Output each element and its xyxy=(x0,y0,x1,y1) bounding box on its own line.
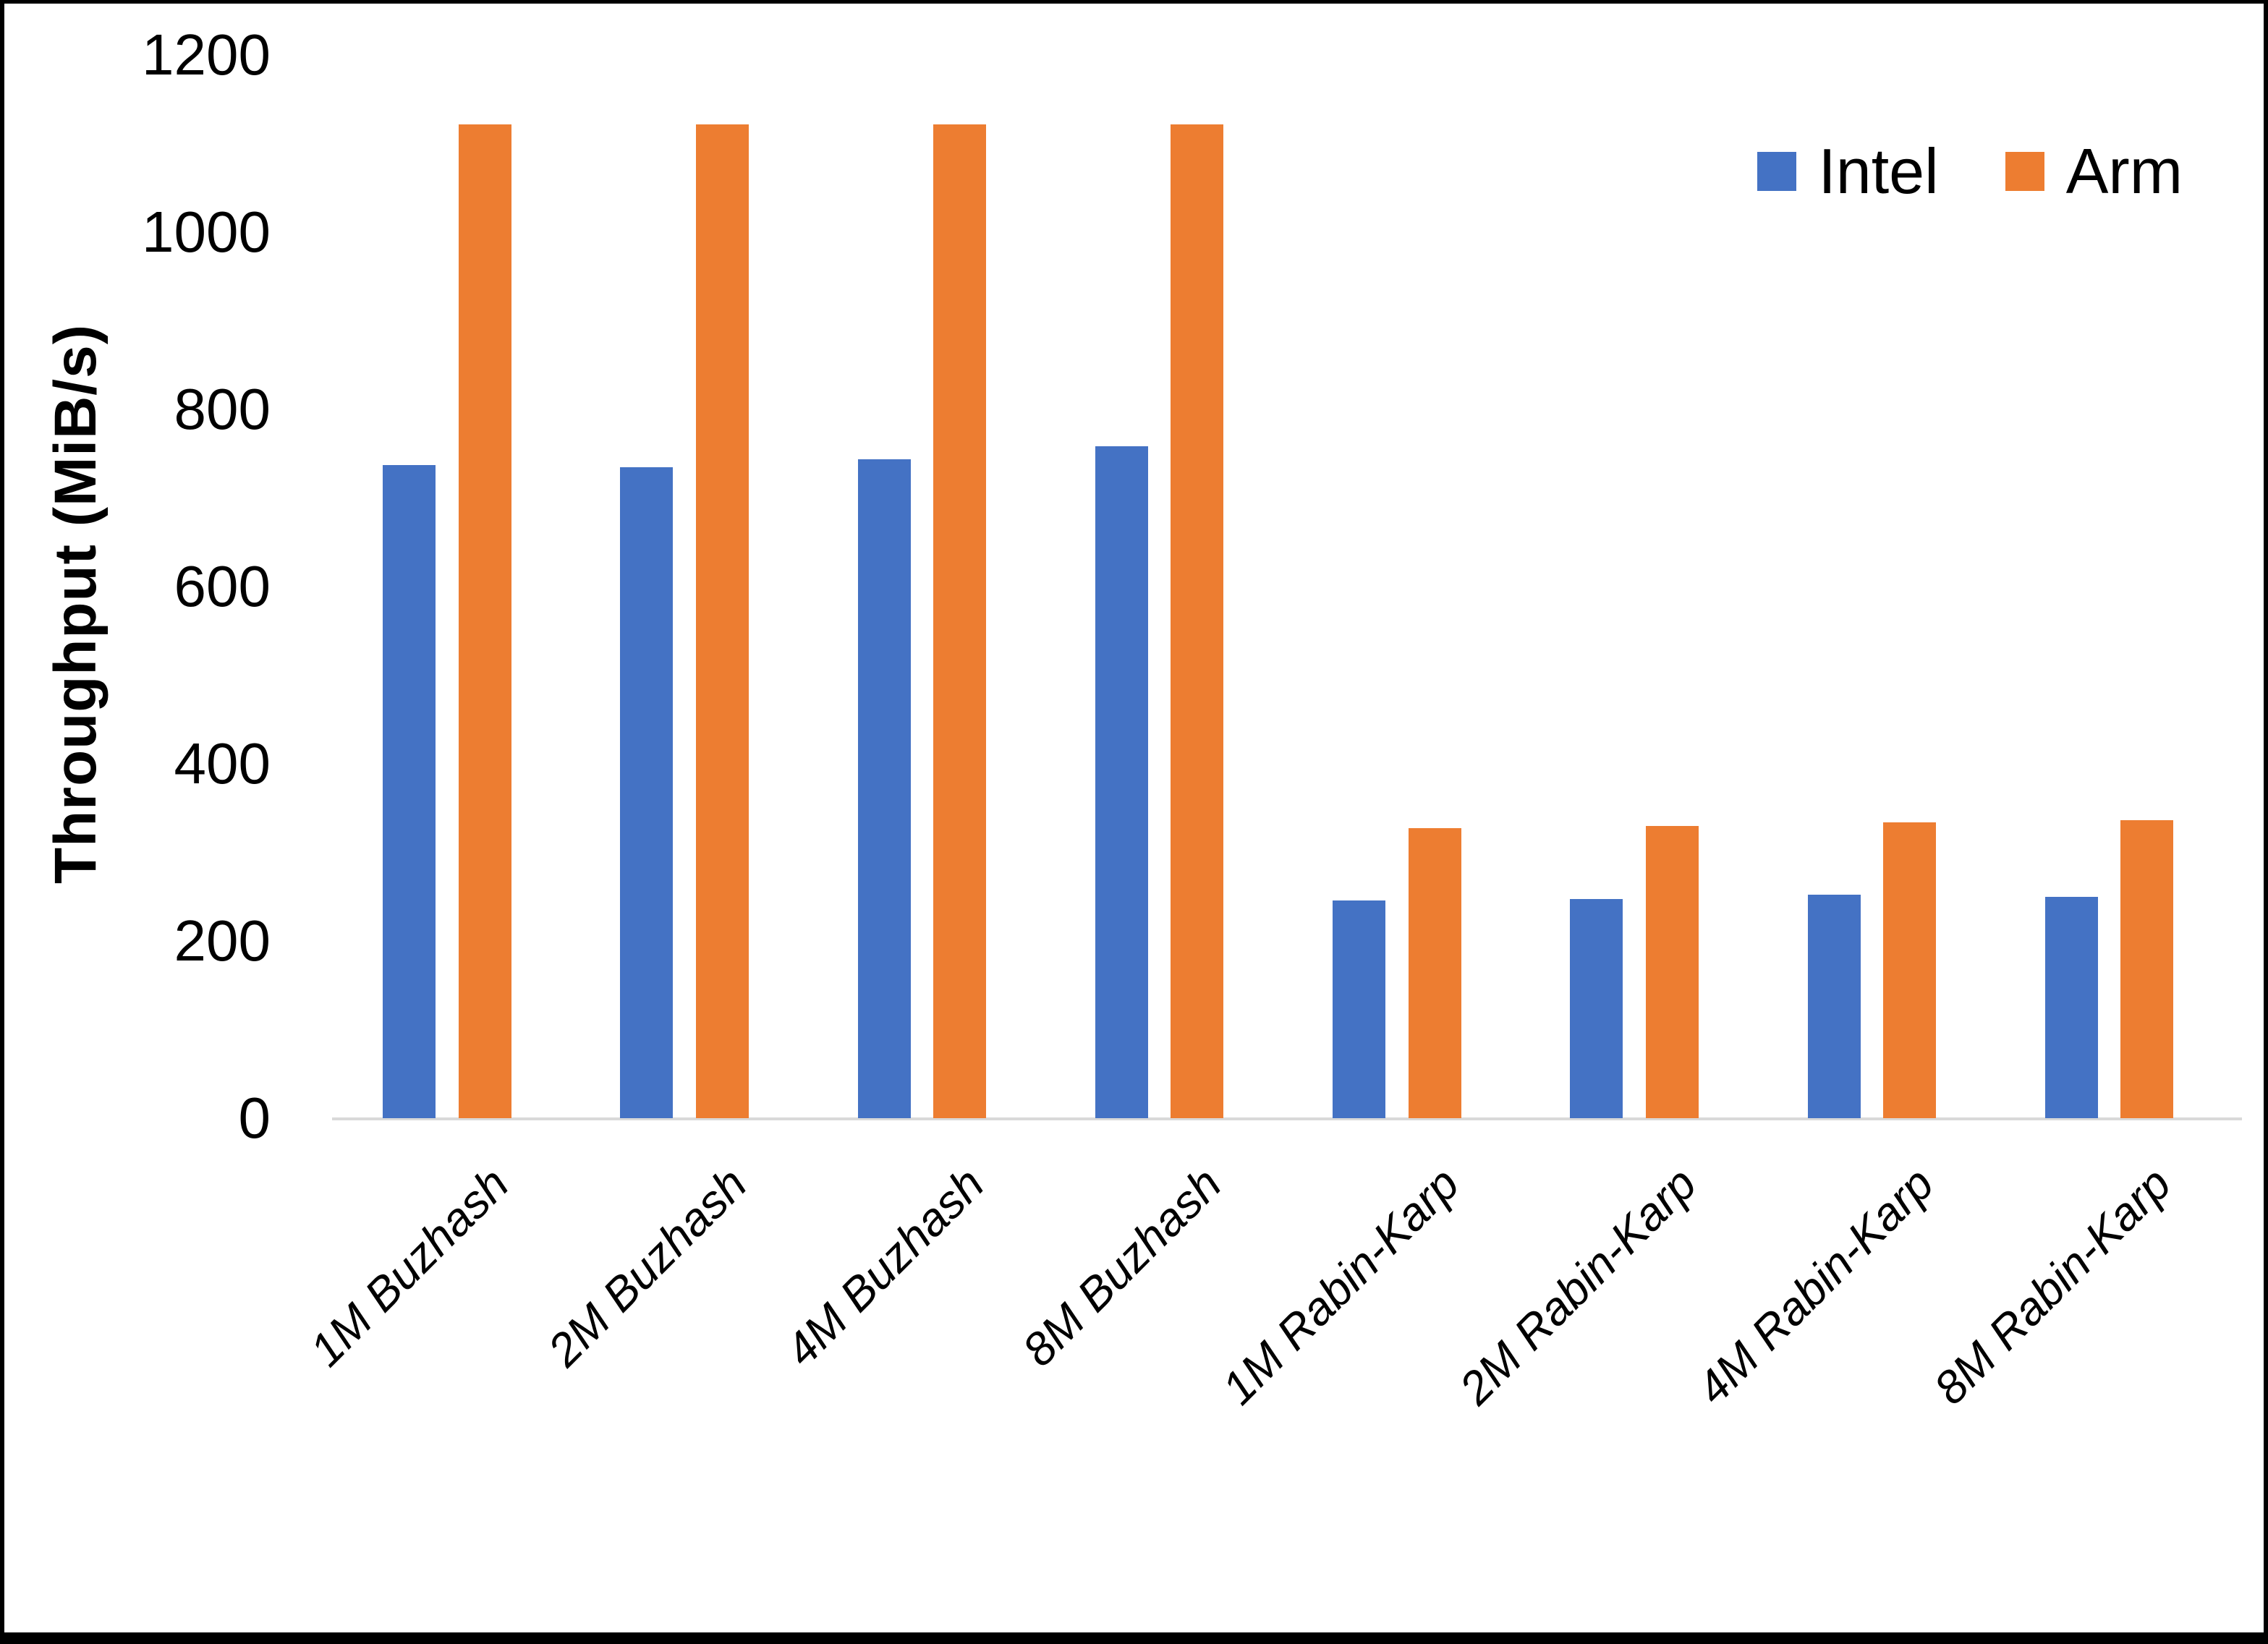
bar-arm-5 xyxy=(1408,828,1461,1118)
legend-label: Arm xyxy=(2065,135,2183,207)
x-category-label: 2M Rabin-Karp xyxy=(1449,1157,1707,1415)
y-tick-label: 1000 xyxy=(142,200,271,264)
bar-arm-7 xyxy=(1883,822,1937,1118)
bar-intel-7 xyxy=(1807,895,1861,1118)
legend-label: Intel xyxy=(1818,135,1939,207)
legend: Intel Arm xyxy=(1757,140,2183,203)
bar-intel-6 xyxy=(1570,899,1623,1118)
y-tick-label: 1200 xyxy=(142,22,271,87)
bar-arm-6 xyxy=(1645,825,1699,1118)
legend-item-intel: Intel xyxy=(1757,135,1939,207)
bar-arm-8 xyxy=(2120,820,2174,1118)
legend-swatch-intel xyxy=(1757,152,1797,191)
bar-arm-1 xyxy=(458,124,511,1118)
bar-intel-3 xyxy=(857,459,911,1118)
bar-intel-5 xyxy=(1333,900,1386,1118)
bar-arm-3 xyxy=(933,124,987,1118)
x-category-label: 4M Buzhash xyxy=(775,1157,994,1376)
x-category-label: 1M Buzhash xyxy=(300,1157,519,1376)
y-tick-label: 600 xyxy=(174,554,271,618)
bar-intel-2 xyxy=(620,467,674,1118)
x-category-label: 8M Buzhash xyxy=(1012,1157,1231,1376)
bar-arm-2 xyxy=(695,124,749,1118)
x-category-label: 2M Buzhash xyxy=(537,1157,757,1376)
y-tick-label: 200 xyxy=(174,908,271,973)
y-tick-label: 0 xyxy=(238,1086,271,1150)
x-category-label: 4M Rabin-Karp xyxy=(1686,1157,1944,1415)
bar-intel-4 xyxy=(1095,446,1148,1118)
x-category-label: 1M Rabin-Karp xyxy=(1211,1157,1469,1415)
x-axis-line xyxy=(332,1117,2242,1120)
bar-intel-1 xyxy=(383,465,436,1118)
legend-swatch-arm xyxy=(2005,152,2044,191)
bar-arm-4 xyxy=(1171,124,1224,1118)
y-tick-label: 400 xyxy=(174,731,271,796)
x-category-label: 8M Rabin-Karp xyxy=(1924,1157,2181,1415)
y-tick-label: 800 xyxy=(174,377,271,441)
legend-item-arm: Arm xyxy=(2005,140,2183,203)
bar-intel-8 xyxy=(2044,896,2098,1118)
